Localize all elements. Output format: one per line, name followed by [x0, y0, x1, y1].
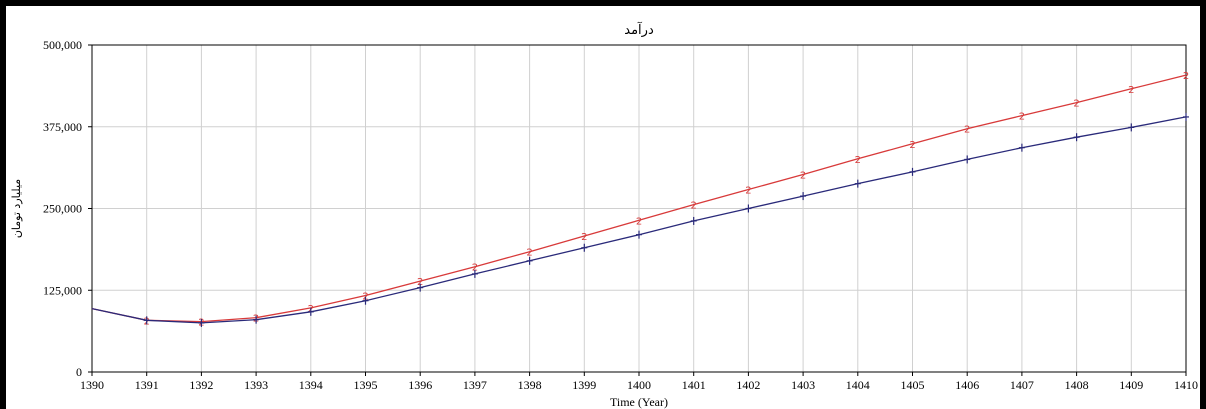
- data-point: [417, 283, 424, 292]
- x-axis-title: Time (Year): [610, 395, 668, 409]
- x-tick-label: 1395: [354, 378, 378, 392]
- x-tick-label: 1399: [572, 378, 596, 392]
- data-point: [526, 256, 533, 265]
- data-point: 2: [800, 170, 806, 181]
- data-point: [854, 179, 861, 188]
- x-tick-label: 1400: [627, 378, 651, 392]
- x-tick-label: 1396: [408, 378, 432, 392]
- data-point: 2: [472, 263, 478, 274]
- x-tick-label: 1406: [955, 378, 979, 392]
- y-tick-label: 250,000: [43, 202, 82, 216]
- x-tick-label: 1407: [1010, 378, 1034, 392]
- data-point: [1018, 143, 1025, 152]
- data-point: 2: [964, 125, 970, 136]
- chart-title: درآمد: [624, 21, 654, 38]
- series-2: [91, 112, 1189, 327]
- data-point: [909, 167, 916, 176]
- y-tick-label: 0: [76, 365, 82, 379]
- data-point: [1128, 123, 1135, 132]
- data-point: [690, 216, 697, 225]
- data-point: 2: [1019, 112, 1025, 123]
- data-point: 2: [1183, 71, 1189, 82]
- data-point: [471, 269, 478, 278]
- y-tick-label: 375,000: [43, 120, 82, 134]
- data-point: [581, 243, 588, 252]
- y-tick-label: 125,000: [43, 283, 82, 297]
- data-point: 2: [1073, 99, 1079, 110]
- data-point: [964, 155, 971, 164]
- data-point: 2: [526, 248, 532, 259]
- x-tick-label: 1398: [518, 378, 542, 392]
- data-point: [636, 230, 642, 239]
- data-point: [143, 316, 150, 325]
- x-tick-label: 1394: [299, 378, 323, 392]
- x-tick-label: 1390: [80, 378, 104, 392]
- data-point: 2: [581, 232, 587, 243]
- x-tick-label: 1402: [736, 378, 760, 392]
- x-tick-label: 1409: [1119, 378, 1143, 392]
- data-point: 2: [636, 216, 642, 227]
- data-point: 2: [855, 155, 861, 166]
- y-axis-title: میلیارد تومان: [10, 179, 23, 238]
- data-point: [800, 192, 807, 201]
- data-point: [745, 204, 752, 213]
- data-point: 2: [909, 140, 915, 151]
- y-tick-label: 500,000: [43, 38, 82, 52]
- x-tick-label: 1401: [682, 378, 706, 392]
- data-point: 2: [691, 201, 697, 212]
- x-tick-label: 1403: [791, 378, 815, 392]
- data-point: 2: [745, 186, 751, 197]
- x-tick-label: 1405: [901, 378, 925, 392]
- data-point: [1183, 112, 1189, 121]
- data-point: 2: [417, 277, 423, 288]
- x-tick-label: 1392: [189, 378, 213, 392]
- x-tick-label: 1404: [846, 378, 870, 392]
- data-point: 2: [1128, 85, 1134, 96]
- data-point: [253, 315, 260, 324]
- x-tick-label: 1393: [244, 378, 268, 392]
- data-point: [307, 307, 314, 316]
- data-point: [362, 296, 369, 305]
- data-point: [198, 318, 205, 327]
- x-tick-label: 1408: [1065, 378, 1089, 392]
- series-group: 22222222222222222222: [91, 71, 1189, 329]
- series-line: [91, 74, 1187, 323]
- data-point: [1073, 133, 1080, 142]
- x-tick-label: 1391: [135, 378, 159, 392]
- x-tick-label: 1410: [1174, 378, 1198, 392]
- axes: 1390 1391 1392 1393 1394 1395 1396 1397 1398 1399…: [43, 38, 1198, 392]
- x-tick-label: 1397: [463, 378, 487, 392]
